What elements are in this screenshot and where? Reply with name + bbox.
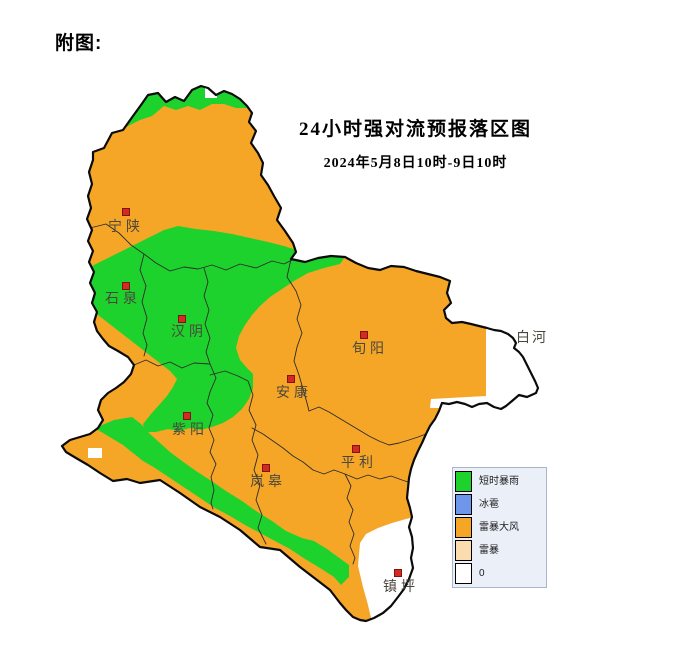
legend-label: 雷暴 (479, 545, 499, 556)
city-marker-langao (262, 464, 270, 472)
city-marker-ningshan (122, 208, 130, 216)
zone-zero-sliver-1 (84, 288, 93, 312)
city-marker-hanyin (178, 315, 186, 323)
legend-row: 0 (455, 562, 546, 585)
zone-rain-central-swath (86, 226, 345, 432)
map-title: 24小时强对流预报落区图 (298, 119, 532, 140)
legend-row: 短时暴雨 (455, 470, 546, 493)
city-marker-shiquan (122, 282, 130, 290)
legend-swatch-hail (455, 494, 472, 515)
city-label-pingli: 平利 (341, 454, 377, 470)
zone-zero-sliver-4 (205, 88, 217, 98)
city-label-shiquan: 石泉 (105, 290, 141, 306)
zone-zero-sliver-3 (88, 448, 102, 458)
legend-row: 冰雹 (455, 493, 546, 516)
city-label-baihe: 白河 (516, 329, 548, 345)
zone-zero-sliver-2 (93, 334, 100, 348)
legend-label: 雷暴大风 (479, 522, 519, 533)
city-label-xunyang: 旬阳 (352, 340, 388, 356)
city-label-zhenping: 镇坪 (383, 578, 419, 594)
city-marker-xunyang (360, 331, 368, 339)
legend: 短时暴雨 冰雹 雷暴大风 雷暴 0 (452, 467, 547, 588)
county-boundaries (89, 223, 427, 565)
city-marker-ankang (287, 375, 295, 383)
legend-swatch-rain (455, 471, 472, 492)
legend-swatch-thunder (455, 540, 472, 561)
city-label-ankang: 安康 (276, 384, 312, 400)
legend-row: 雷暴 (455, 539, 546, 562)
city-marker-pingli (352, 445, 360, 453)
city-marker-zhenping (394, 569, 402, 577)
city-label-hanyin: 汉阴 (171, 323, 207, 339)
legend-row: 雷暴大风 (455, 516, 546, 539)
legend-swatch-zero (455, 563, 472, 584)
zone-rain-southwest-band (96, 417, 349, 585)
city-label-ziyang: 紫阳 (172, 421, 208, 437)
figure-heading: 附图: (55, 33, 103, 54)
legend-label: 短时暴雨 (479, 476, 519, 487)
legend-swatch-gale (455, 517, 472, 538)
city-marker-ziyang (183, 412, 191, 420)
legend-label: 冰雹 (479, 499, 499, 510)
legend-label: 0 (479, 568, 485, 579)
city-label-ningshan: 宁陕 (108, 218, 144, 234)
city-label-langao: 岚皋 (250, 473, 286, 489)
map-subtitle: 2024年5月8日10时-9日10时 (323, 156, 508, 171)
map-title-block: 24小时强对流预报落区图 2024年5月8日10时-9日10时 (268, 114, 563, 172)
